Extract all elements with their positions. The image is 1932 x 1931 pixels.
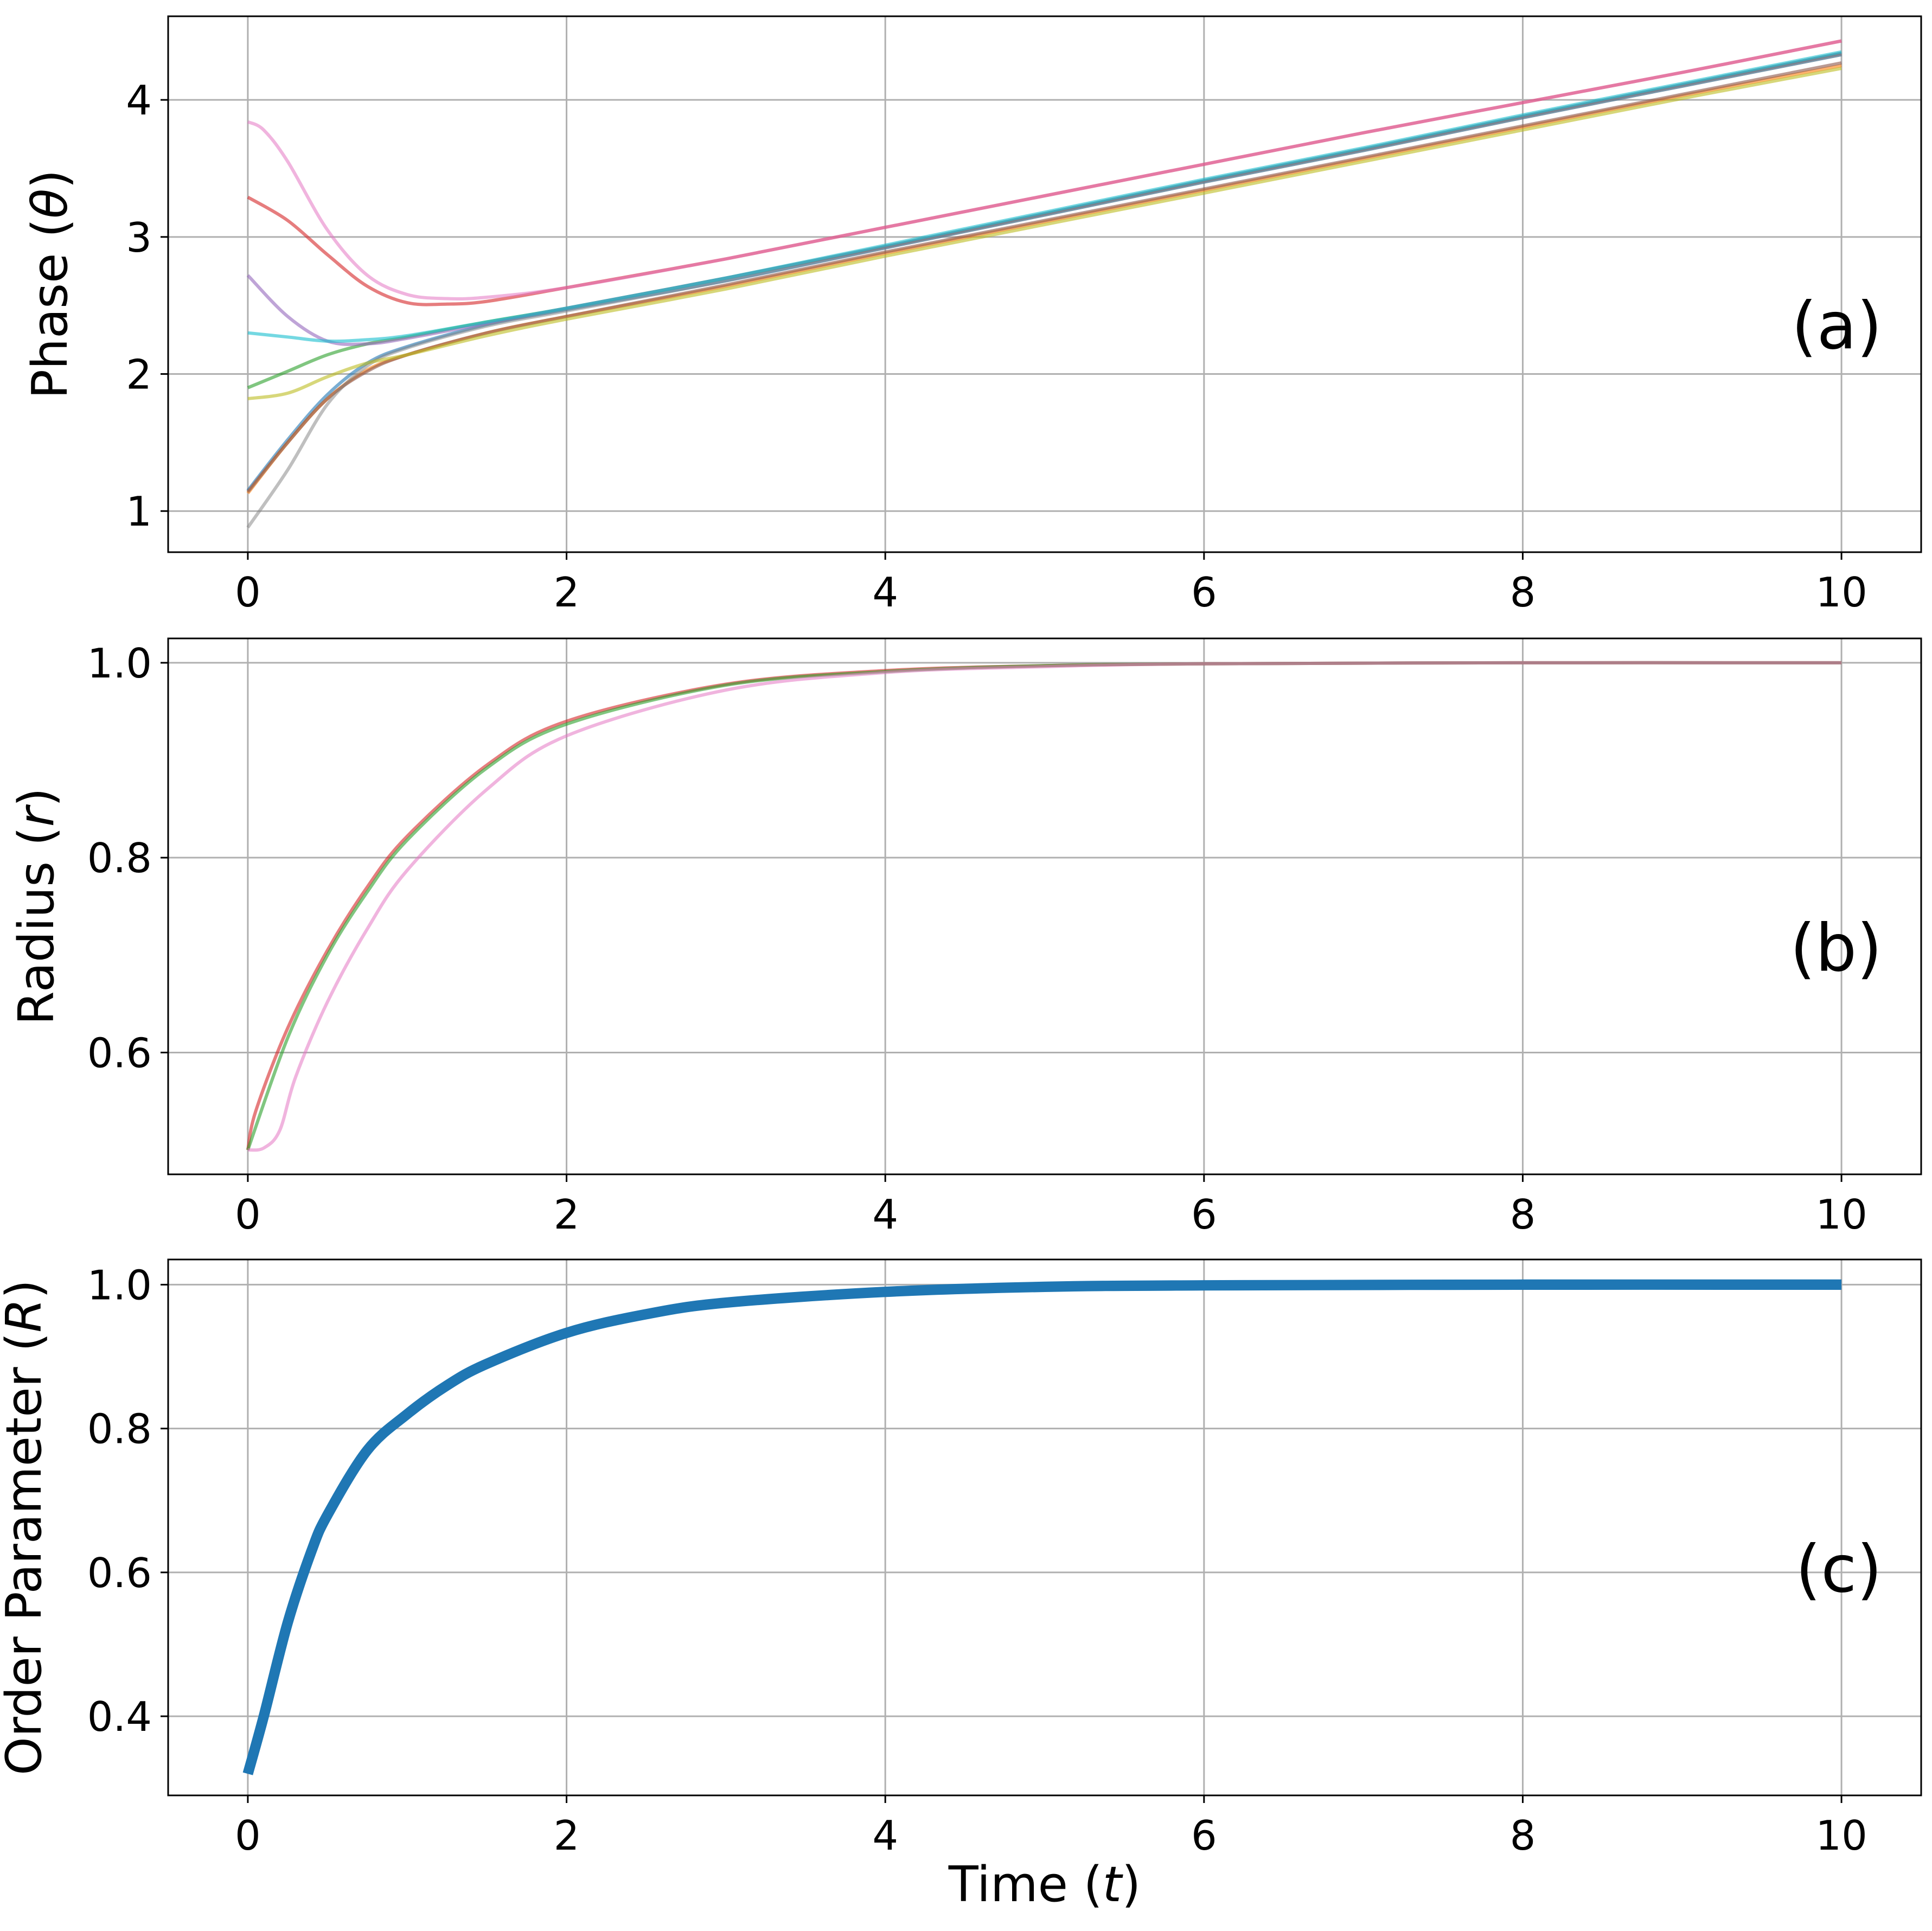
x-tick-label: 10 bbox=[1815, 568, 1867, 616]
x-tick-label: 0 bbox=[235, 1812, 261, 1859]
x-tick-label: 10 bbox=[1815, 1812, 1867, 1859]
y-tick-label: 4 bbox=[126, 76, 152, 124]
panel-b-radius: 0 2 4 6 8 10 0.6 0.8 1.0 (b) Radius (r) bbox=[8, 637, 1922, 1238]
x-tick-label: 2 bbox=[554, 1812, 580, 1859]
panel-c-ticks: 0 2 4 6 8 10 0.4 0.6 0.8 1.0 bbox=[87, 1261, 1867, 1859]
y-tick-label: 0.8 bbox=[87, 1405, 152, 1453]
x-tick-label: 4 bbox=[872, 1191, 898, 1238]
panel-a-ylabel-main: Phase ( bbox=[22, 219, 79, 399]
y-tick-label: 0.6 bbox=[87, 1029, 152, 1077]
y-tick-label: 1.0 bbox=[87, 1261, 152, 1309]
x-tick-label: 8 bbox=[1510, 1812, 1536, 1859]
x-tick-label: 8 bbox=[1510, 1191, 1536, 1238]
x-tick-label: 2 bbox=[554, 568, 580, 616]
x-tick-label: 4 bbox=[872, 568, 898, 616]
series-line-order-parameter bbox=[242, 1279, 1842, 1775]
x-tick-label: 6 bbox=[1191, 1191, 1217, 1238]
panel-c-series bbox=[242, 1279, 1842, 1775]
panel-c-order-parameter: 0 2 4 6 8 10 0.4 0.6 0.8 1.0 (c) Order Parameter … bbox=[0, 1258, 1922, 1913]
series-line-oscillator-9 bbox=[247, 67, 1842, 400]
panel-c-tag: (c) bbox=[1795, 1532, 1882, 1608]
panel-c-ylabel-var: R bbox=[0, 1299, 53, 1333]
series-line-radius-3 bbox=[247, 661, 1842, 1152]
panel-c-ylabel-main: Order Parameter ( bbox=[0, 1333, 53, 1775]
x-tick-label: 0 bbox=[235, 568, 261, 616]
y-tick-label: 0.8 bbox=[87, 834, 152, 882]
panel-a-frame bbox=[167, 15, 1922, 553]
panel-b-ylabel-tail: ) bbox=[8, 788, 65, 807]
x-tick-label: 4 bbox=[872, 1812, 898, 1859]
x-tick-label: 8 bbox=[1510, 568, 1536, 616]
y-tick-label: 2 bbox=[126, 351, 152, 399]
panel-a-ylabel: Phase (θ) bbox=[22, 170, 79, 399]
y-tick-label: 0.6 bbox=[87, 1549, 152, 1597]
y-tick-label: 3 bbox=[126, 214, 152, 261]
x-tick-label: 2 bbox=[554, 1191, 580, 1238]
panel-b-tag: (b) bbox=[1790, 911, 1882, 987]
panel-c-frame bbox=[167, 1258, 1922, 1796]
x-tick-label: 0 bbox=[235, 1191, 261, 1238]
panel-b-ylabel-main: Radius ( bbox=[8, 827, 65, 1025]
y-tick-label: 1 bbox=[126, 488, 152, 535]
panel-b-series bbox=[246, 661, 1842, 1152]
x-tick-label: 10 bbox=[1815, 1191, 1867, 1238]
panel-c-grid bbox=[168, 1259, 1921, 1795]
panel-c-xlabel-var: t bbox=[1103, 1856, 1124, 1913]
panel-a-ylabel-var: θ bbox=[22, 189, 79, 219]
panel-c-xlabel: Time (t) bbox=[948, 1856, 1141, 1913]
y-tick-label: 0.4 bbox=[87, 1693, 152, 1741]
y-tick-label: 1.0 bbox=[87, 640, 152, 687]
panel-b-ticks: 0 2 4 6 8 10 0.6 0.8 1.0 bbox=[87, 640, 1867, 1238]
panel-c-ylabel: Order Parameter (R) bbox=[0, 1280, 53, 1775]
series-line-oscillator-6 bbox=[246, 61, 1842, 493]
panel-b-ylabel: Radius (r) bbox=[8, 788, 65, 1025]
panel-a-tag: (a) bbox=[1792, 289, 1882, 365]
panel-b-ylabel-var: r bbox=[8, 804, 65, 827]
series-line-oscillator-8 bbox=[246, 53, 1842, 529]
panel-b-frame bbox=[167, 637, 1922, 1175]
panel-a-ylabel-tail: ) bbox=[22, 170, 79, 189]
panel-c-ylabel-tail: ) bbox=[0, 1280, 53, 1299]
panel-a-grid bbox=[168, 16, 1921, 552]
panel-a-series bbox=[246, 39, 1842, 529]
x-tick-label: 6 bbox=[1191, 1812, 1217, 1859]
panel-c-xlabel-main: Time ( bbox=[948, 1856, 1103, 1913]
x-tick-label: 6 bbox=[1191, 568, 1217, 616]
series-line-oscillator-10 bbox=[247, 50, 1842, 343]
series-line-oscillator-7 bbox=[247, 39, 1842, 301]
panel-c-xlabel-tail: ) bbox=[1122, 1856, 1141, 1913]
